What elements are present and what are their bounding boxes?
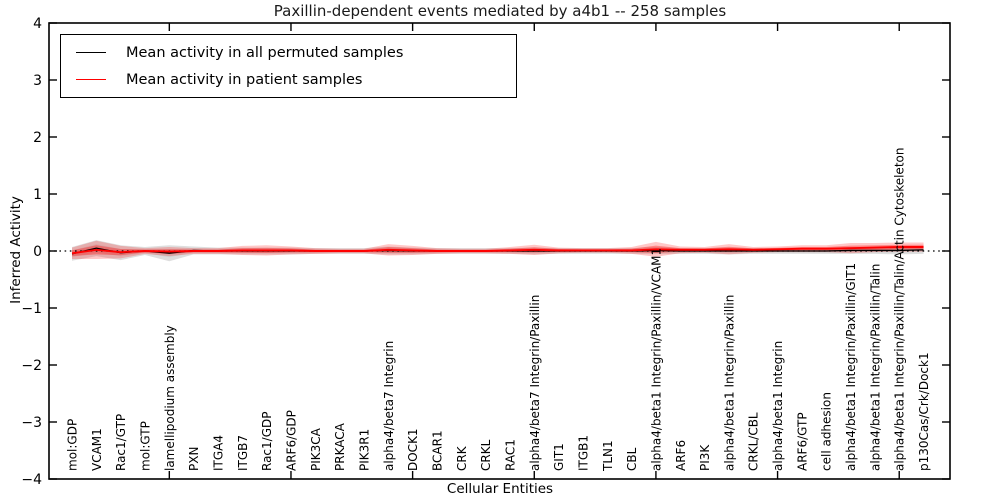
y-tick-label: −1 [21,301,42,317]
entity-label: alpha4/beta7 Integrin/Paxillin [528,295,542,471]
entity-label: RAC1 [503,439,517,471]
entity-label: CRKL [479,439,493,471]
entity-label: DOCK1 [406,428,420,471]
y-tick-label: 3 [33,73,42,89]
entity-label: lamellipodium assembly [163,325,177,471]
y-tick-label: 0 [33,244,42,260]
entity-label: Rac1/GDP [260,412,274,471]
entity-label: alpha4/beta1 Integrin [771,341,785,471]
entity-label: ARF6 [674,440,688,471]
entity-label: CRKL/CBL [747,412,761,471]
x-axis-label: Cellular Entities [446,481,554,497]
legend-label-patient: Mean activity in patient samples [126,71,363,88]
y-axis-label: Inferred Activity [8,196,24,304]
entity-label: TLN1 [601,440,615,472]
legend-label-permuted: Mean activity in all permuted samples [126,44,404,61]
entity-label: PXN [187,447,201,471]
entity-label: alpha4/beta1 Integrin/Paxillin [722,295,736,471]
entity-label: alpha4/beta1 Integrin/Paxillin/GIT1 [844,263,858,471]
entity-label: PI3K [698,444,712,471]
legend-line-permuted-icon [76,52,106,53]
legend: Mean activity in all permuted samples Me… [60,34,517,98]
entity-label: p130Cas/Crk/Dock1 [917,352,931,471]
y-tick-label: 2 [33,130,42,146]
entity-label: ITGB7 [236,435,250,471]
entity-label: ITGA4 [211,435,225,471]
y-tick-label: −3 [21,415,42,431]
entity-label: BCAR1 [430,430,444,471]
entity-label: GIT1 [552,443,566,471]
entity-label: alpha4/beta1 Integrin/Paxillin/VCAM1 [649,248,663,471]
y-tick-label: 1 [33,187,42,203]
entity-label: VCAM1 [90,428,104,471]
entity-label: alpha4/beta1 Integrin/Paxillin/Talin/Act… [893,148,907,471]
entity-label: ARF6/GTP [795,412,809,471]
entity-label: PIK3R1 [357,429,371,471]
entity-label: PRKACA [333,422,347,471]
entity-label: PIK3CA [309,427,323,471]
entity-label: ARF6/GDP [284,410,298,471]
entity-label: mol:GTP [138,421,152,471]
legend-entry-permuted: Mean activity in all permuted samples [76,45,516,61]
legend-line-patient-icon [76,79,106,80]
entity-label: alpha4/beta7 Integrin [382,341,396,471]
legend-entry-patient: Mean activity in patient samples [76,72,516,88]
entity-label: Rac1/GTP [114,414,128,471]
entity-label: mol:GDP [66,419,80,471]
y-tick-label: −4 [21,472,42,488]
entity-label: alpha4/beta1 Integrin/Paxillin/Talin [868,264,882,471]
entity-label: CRK [455,445,469,471]
chart-title: Paxillin-dependent events mediated by a4… [273,2,727,20]
patient-mean-line [71,246,924,255]
y-tick-label: −2 [21,358,42,374]
entity-label: CBL [625,447,639,471]
y-tick-label: 4 [33,16,42,32]
entity-label: ITGB1 [576,435,590,471]
entity-label: cell adhesion [820,392,834,471]
